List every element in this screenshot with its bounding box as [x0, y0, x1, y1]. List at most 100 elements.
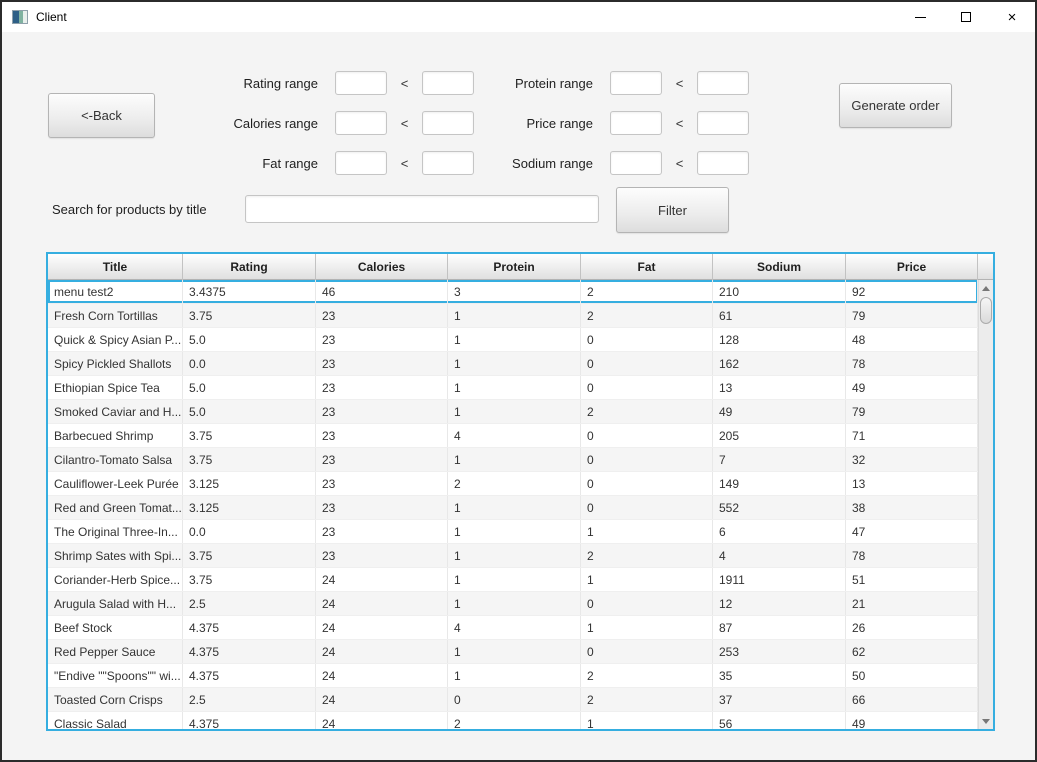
table-row[interactable]: Red Pepper Sauce 4.375 24 1 0 253 62: [48, 640, 978, 664]
table-row[interactable]: Cilantro-Tomato Salsa 3.75 23 1 0 7 32: [48, 448, 978, 472]
table-cell: 24: [316, 568, 448, 591]
rating-min-input[interactable]: [335, 71, 387, 95]
close-button[interactable]: ×: [989, 2, 1035, 32]
table-cell: 0: [581, 448, 713, 471]
table-cell: 23: [316, 496, 448, 519]
table-row[interactable]: Spicy Pickled Shallots 0.0 23 1 0 162 78: [48, 352, 978, 376]
table-cell: Smoked Caviar and H...: [48, 400, 183, 423]
table-cell: 92: [846, 280, 978, 303]
table-cell: 48: [846, 328, 978, 351]
maximize-button[interactable]: [943, 2, 989, 32]
column-header-sodium[interactable]: Sodium: [713, 254, 846, 280]
protein-min-input[interactable]: [610, 71, 662, 95]
minimize-button[interactable]: [897, 2, 943, 32]
calories-min-input[interactable]: [335, 111, 387, 135]
table-row[interactable]: menu test2 3.4375 46 3 2 210 92: [48, 280, 978, 304]
table-row[interactable]: Cauliflower-Leek Purée 3.125 23 2 0 149 13: [48, 472, 978, 496]
table-cell: 26: [846, 616, 978, 639]
table-cell: 2: [581, 664, 713, 687]
table-cell: 23: [316, 400, 448, 423]
column-header-rating[interactable]: Rating: [183, 254, 316, 280]
table-cell: 0: [581, 352, 713, 375]
table-cell: 7: [713, 448, 846, 471]
column-header-fat[interactable]: Fat: [581, 254, 713, 280]
less-than-label: <: [675, 75, 684, 91]
vertical-scrollbar[interactable]: [978, 280, 993, 729]
table-cell: 1: [448, 352, 581, 375]
table-row[interactable]: Coriander-Herb Spice... 3.75 24 1 1 1911 51: [48, 568, 978, 592]
filter-button[interactable]: Filter: [616, 187, 729, 233]
sodium-max-input[interactable]: [697, 151, 749, 175]
scroll-down-button[interactable]: [979, 713, 993, 729]
table-cell: Ethiopian Spice Tea: [48, 376, 183, 399]
scrollbar-thumb[interactable]: [980, 297, 992, 324]
scroll-up-button[interactable]: [979, 280, 993, 296]
table-cell: 149: [713, 472, 846, 495]
table-row[interactable]: Toasted Corn Crisps 2.5 24 0 2 37 66: [48, 688, 978, 712]
table-row[interactable]: Classic Salad 4.375 24 2 1 56 49: [48, 712, 978, 729]
table-cell: 2: [581, 688, 713, 711]
table-cell: 1: [581, 520, 713, 543]
table-row[interactable]: Smoked Caviar and H... 5.0 23 1 2 49 79: [48, 400, 978, 424]
table-cell: 4.375: [183, 640, 316, 663]
column-header-price[interactable]: Price: [846, 254, 978, 280]
less-than-label: <: [400, 155, 409, 171]
table-cell: 1: [448, 496, 581, 519]
less-than-label: <: [675, 115, 684, 131]
table-cell: 1: [448, 640, 581, 663]
table-cell: 87: [713, 616, 846, 639]
table-row[interactable]: Beef Stock 4.375 24 4 1 87 26: [48, 616, 978, 640]
price-min-input[interactable]: [610, 111, 662, 135]
sodium-min-input[interactable]: [610, 151, 662, 175]
column-header-title[interactable]: Title: [48, 254, 183, 280]
table-row[interactable]: The Original Three-In... 0.0 23 1 1 6 47: [48, 520, 978, 544]
table-cell: Arugula Salad with H...: [48, 592, 183, 615]
table-cell: 23: [316, 448, 448, 471]
column-header-protein[interactable]: Protein: [448, 254, 581, 280]
table-cell: 3: [448, 280, 581, 303]
table-row[interactable]: Shrimp Sates with Spi... 3.75 23 1 2 4 78: [48, 544, 978, 568]
table-row[interactable]: Fresh Corn Tortillas 3.75 23 1 2 61 79: [48, 304, 978, 328]
table-cell: 23: [316, 352, 448, 375]
table-cell: 23: [316, 520, 448, 543]
table-cell: 1911: [713, 568, 846, 591]
table-cell: 1: [448, 520, 581, 543]
table-cell: 51: [846, 568, 978, 591]
calories-max-input[interactable]: [422, 111, 474, 135]
column-header-calories[interactable]: Calories: [316, 254, 448, 280]
range-group-left: Rating range < Calories range < Fat rang…: [168, 71, 474, 191]
fat-max-input[interactable]: [422, 151, 474, 175]
table-cell: 23: [316, 304, 448, 327]
table-cell: 12: [713, 592, 846, 615]
table-row[interactable]: Barbecued Shrimp 3.75 23 4 0 205 71: [48, 424, 978, 448]
table-row[interactable]: Arugula Salad with H... 2.5 24 1 0 12 21: [48, 592, 978, 616]
table-cell: "Endive ""Spoons"" wi...: [48, 664, 183, 687]
table-cell: Cilantro-Tomato Salsa: [48, 448, 183, 471]
generate-order-button[interactable]: Generate order: [839, 83, 952, 128]
table-cell: 37: [713, 688, 846, 711]
sodium-range-row: Sodium range <: [443, 151, 749, 175]
close-icon: ×: [1007, 8, 1017, 26]
table-cell: 78: [846, 352, 978, 375]
table-cell: 3.75: [183, 304, 316, 327]
table-cell: menu test2: [48, 280, 183, 303]
price-max-input[interactable]: [697, 111, 749, 135]
table-row[interactable]: Red and Green Tomat... 3.125 23 1 0 552 38: [48, 496, 978, 520]
search-input[interactable]: [245, 195, 599, 223]
table-cell: 5.0: [183, 376, 316, 399]
table-cell: 1: [448, 568, 581, 591]
table-row[interactable]: Quick & Spicy Asian P... 5.0 23 1 0 128 48: [48, 328, 978, 352]
table-cell: 552: [713, 496, 846, 519]
table-row[interactable]: Ethiopian Spice Tea 5.0 23 1 0 13 49: [48, 376, 978, 400]
protein-max-input[interactable]: [697, 71, 749, 95]
fat-min-input[interactable]: [335, 151, 387, 175]
table-cell: 78: [846, 544, 978, 567]
back-button[interactable]: <-Back: [48, 93, 155, 138]
table-cell: 2: [581, 304, 713, 327]
table-cell: 1: [448, 376, 581, 399]
table-row[interactable]: "Endive ""Spoons"" wi... 4.375 24 1 2 35 50: [48, 664, 978, 688]
table-cell: 0: [448, 688, 581, 711]
app-icon: [12, 10, 28, 24]
rating-max-input[interactable]: [422, 71, 474, 95]
